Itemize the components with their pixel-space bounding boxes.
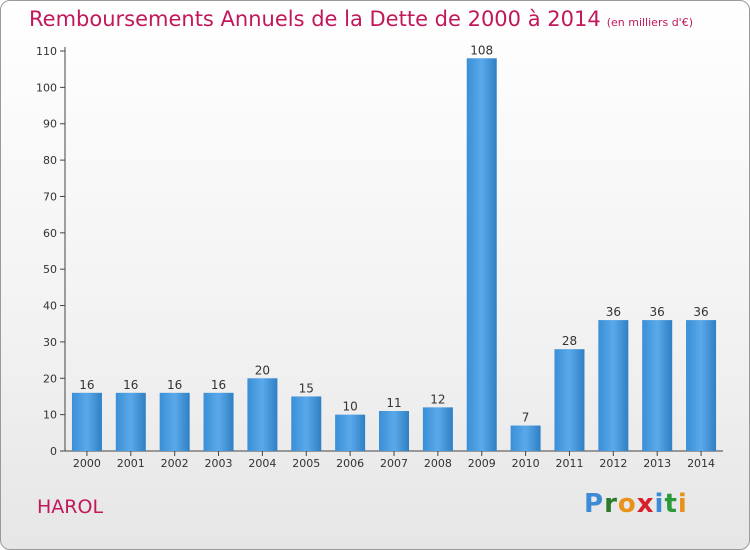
logo-letter: i: [677, 489, 688, 519]
data-label: 12: [430, 392, 445, 406]
bar: [71, 392, 102, 451]
data-label: 16: [79, 378, 94, 392]
bar: [159, 392, 190, 451]
y-tick-label: 10: [43, 409, 57, 422]
x-tick-label: 2007: [380, 457, 408, 470]
bar: [554, 349, 585, 451]
data-label: 7: [522, 411, 530, 425]
y-tick-label: 20: [43, 372, 57, 385]
y-tick-label: 0: [50, 445, 57, 458]
bar: [335, 414, 366, 451]
data-label: 36: [606, 305, 621, 319]
commune-name: HAROL: [37, 496, 104, 518]
x-tick-label: 2006: [336, 457, 364, 470]
logo-letter: o: [617, 489, 637, 519]
chart-title: Remboursements Annuels de la Dette de 20…: [29, 7, 693, 31]
proxiti-logo: Proxiti: [584, 489, 688, 519]
bar: [642, 320, 673, 451]
bar: [422, 407, 453, 451]
x-tick-label: 2011: [555, 457, 583, 470]
x-tick-label: 2008: [424, 457, 452, 470]
x-tick-label: 2000: [73, 457, 101, 470]
x-tick-label: 2004: [248, 457, 276, 470]
x-tick-label: 2013: [643, 457, 671, 470]
logo-letter: i: [654, 489, 665, 519]
chart-unit: (en milliers d'€): [606, 16, 693, 29]
y-tick-label: 60: [43, 227, 57, 240]
data-label: 10: [342, 400, 357, 414]
data-label: 16: [123, 378, 138, 392]
bar: [466, 58, 497, 451]
y-tick-label: 100: [36, 81, 57, 94]
x-tick-label: 2002: [161, 457, 189, 470]
x-tick-label: 2001: [117, 457, 145, 470]
data-label: 108: [470, 43, 493, 57]
y-tick-label: 30: [43, 336, 57, 349]
data-label: 28: [562, 334, 577, 348]
x-tick-label: 2010: [512, 457, 540, 470]
data-label: 11: [386, 396, 401, 410]
bar: [247, 378, 278, 451]
x-tick-label: 2014: [687, 457, 715, 470]
data-label: 36: [650, 305, 665, 319]
bar: [115, 392, 146, 451]
logo-letter: t: [664, 489, 678, 519]
bar: [686, 320, 717, 451]
y-tick-label: 50: [43, 263, 57, 276]
x-tick-label: 2003: [205, 457, 233, 470]
y-tick-label: 70: [43, 190, 57, 203]
logo-letter: x: [636, 489, 655, 519]
y-tick-label: 90: [43, 118, 57, 131]
bar: [291, 396, 322, 451]
data-label: 16: [211, 378, 226, 392]
bar: [203, 392, 234, 451]
data-label: 15: [299, 381, 314, 395]
data-label: 20: [255, 363, 270, 377]
y-tick-label: 110: [36, 45, 57, 58]
x-tick-label: 2012: [599, 457, 627, 470]
x-tick-label: 2005: [292, 457, 320, 470]
data-label: 16: [167, 378, 182, 392]
bar: [598, 320, 629, 451]
logo-letter: P: [584, 489, 605, 519]
bar: [510, 425, 541, 451]
data-label: 36: [693, 305, 708, 319]
y-tick-label: 80: [43, 154, 57, 167]
chart-title-text: Remboursements Annuels de la Dette de 20…: [29, 7, 601, 31]
bar: [379, 411, 409, 451]
y-tick-label: 40: [43, 300, 57, 313]
logo-letter: r: [604, 489, 618, 519]
x-tick-label: 2009: [468, 457, 496, 470]
